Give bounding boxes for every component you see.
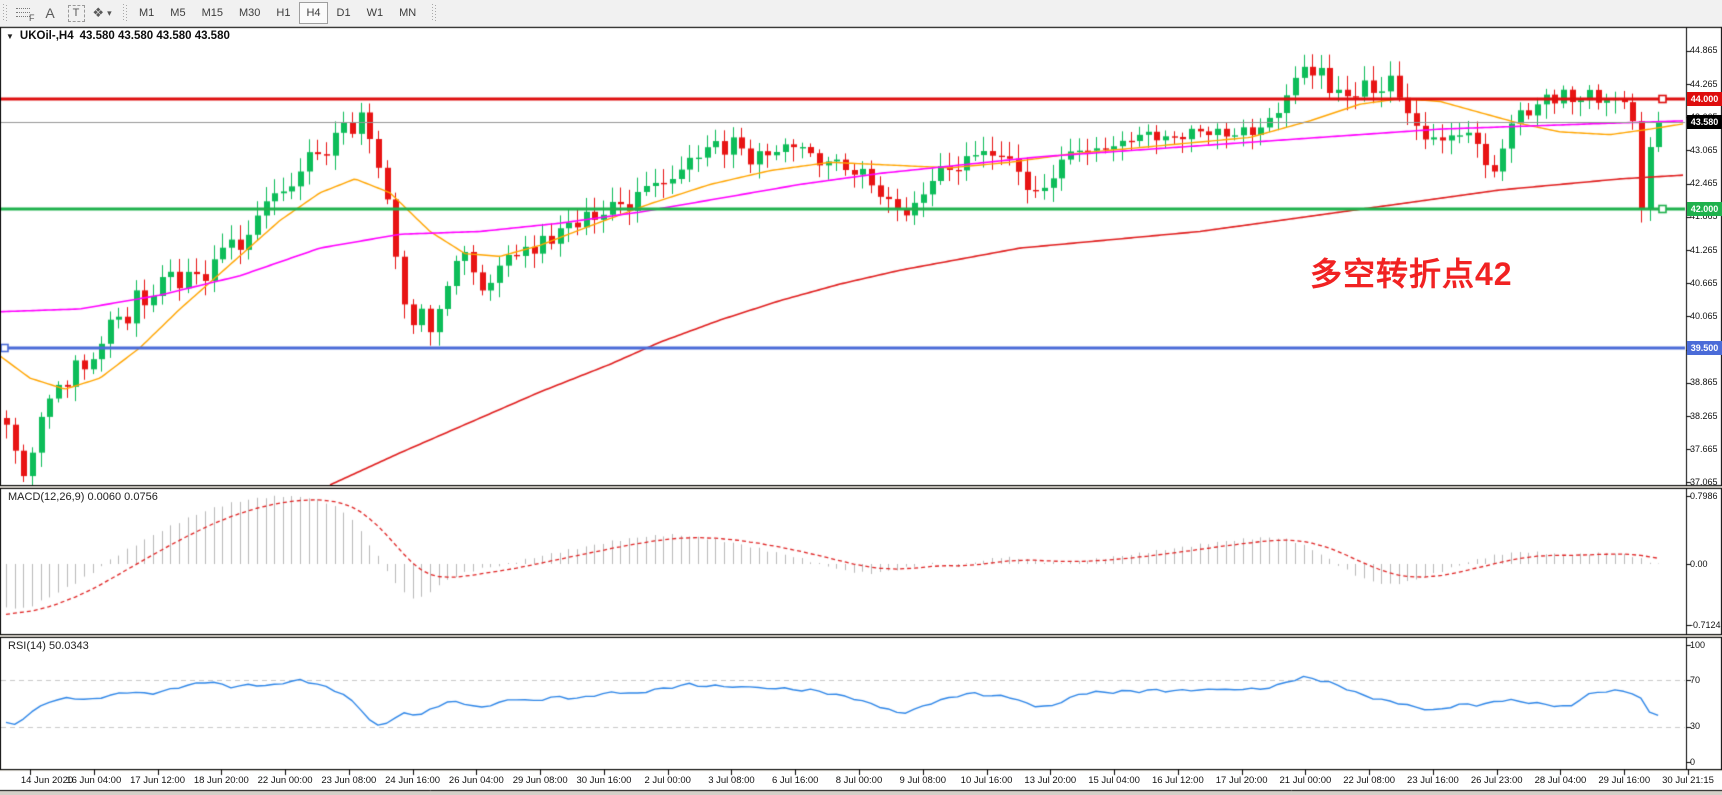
axis-tick-label: 44.265 [1690,78,1718,89]
price-level-box: 39.500 [1687,340,1722,355]
toolbar-grip[interactable] [3,4,8,22]
axis-tick-label: 0 [1690,756,1696,767]
time-tick-label: 24 Jun 16:00 [385,775,441,786]
time-tick-label: 29 Jun 08:00 [512,775,568,786]
time-tick-label: 8 Jul 00:00 [835,775,883,786]
time-tick-label: 6 Jul 16:00 [771,775,819,786]
timeframe-button-MN[interactable]: MN [399,7,417,19]
timeframe-button-W1[interactable]: W1 [366,7,384,19]
axis-tick-label: 38.865 [1690,377,1718,388]
axis-tick-label: 41.265 [1690,244,1718,255]
time-tick-label: 2 Jul 00:00 [644,775,691,786]
axis-tick-label: 70 [1690,674,1701,685]
time-tick-label: 29 Jul 16:00 [1598,775,1651,786]
time-tick-label: 16 Jul 12:00 [1151,775,1204,786]
ohlc-values: 43.580 43.580 43.580 43.580 [79,30,230,42]
time-tick-label: 15 Jul 04:00 [1088,775,1140,786]
collapse-arrow-icon[interactable]: ▼ [6,31,14,41]
axis-tick-label: 37.665 [1690,443,1718,454]
axis-tick-label: 40.065 [1690,310,1718,321]
toolbar-grip[interactable] [123,4,128,22]
axis-tick-label: 40.665 [1690,277,1718,288]
time-tick-label: 22 Jun 00:00 [257,775,313,786]
time-tick-label: 21 Jul 00:00 [1279,775,1332,786]
time-tick-label: 30 Jun 16:00 [576,775,632,786]
axis-tick-label: 44.865 [1690,45,1718,56]
timeframe-button-D1[interactable]: D1 [336,7,351,19]
timeframe-button-H4[interactable]: H4 [299,2,328,24]
time-tick-label: 28 Jul 04:00 [1534,775,1587,786]
toolbar-grip[interactable] [432,4,438,22]
price-level-box: 43.580 [1687,114,1722,129]
chart-annotation[interactable]: 多空转折点42 [1310,256,1513,292]
time-tick-label: 23 Jul 16:00 [1407,775,1459,786]
axis-tick-label: 38.265 [1690,410,1718,421]
time-tick-label: 3 Jul 08:00 [708,775,755,786]
symbol-period-label: UKOil-,H4 [19,30,74,42]
price-level-box: 44.000 [1687,91,1722,106]
time-tick-label: 23 Jun 08:00 [321,775,377,786]
timeframe-button-M15[interactable]: M15 [201,7,223,19]
time-tick-label: 26 Jul 23:00 [1470,775,1523,786]
top-toolbar: F A T ❖ ▾ M1 M5 M15 M30 H1 H4 D1 W1 MN [0,0,1722,27]
time-tick-label: 10 Jul 16:00 [960,775,1013,786]
timeframe-button-H1[interactable]: H1 [276,7,291,19]
time-tick-label: 17 Jul 20:00 [1215,775,1268,786]
timeframe-button-M5[interactable]: M5 [170,7,186,19]
timeframe-toolbar: M1 M5 M15 M30 H1 H4 D1 W1 MN [131,2,424,24]
axis-tick-label: 0.7986 [1690,490,1718,501]
time-tick-label: 17 Jun 12:00 [130,775,185,786]
time-tick-label: 30 Jul 21:15 [1662,775,1714,786]
timeframe-button-M1[interactable]: M1 [139,7,155,19]
axis-tick-label: 43.065 [1690,144,1718,155]
axis-tick-label: -0.7124 [1690,619,1721,630]
axis-tick-label: 30 [1690,721,1701,732]
axis-tick-label: 42.465 [1690,178,1718,189]
time-tick-label: 18 Jun 20:00 [193,775,249,786]
time-tick-label: 22 Jul 08:00 [1343,775,1396,786]
chevron-down-icon[interactable]: ▾ [107,7,112,18]
time-tick-label: 13 Jul 20:00 [1024,775,1077,786]
axis-tick-label: 100 [1690,639,1706,650]
price-level-box: 42.000 [1687,202,1722,217]
text-label-icon[interactable]: T [64,2,88,24]
time-tick-label: 26 Jun 04:00 [448,775,504,786]
rsi-indicator-label: RSI(14) 50.0343 [8,640,89,652]
arrow-tools-icon[interactable]: ❖ ▾ [92,5,112,20]
timeframe-button-M30[interactable]: M30 [238,7,261,19]
time-tick-label: 16 Jun 04:00 [66,775,122,786]
axis-tick-label: 0.00 [1690,558,1708,569]
text-icon[interactable]: A [45,5,55,21]
axis-tick-label: 37.065 [1690,476,1718,487]
chart-title[interactable]: ▼ UKOil-,H4 43.580 43.580 43.580 43.580 [6,30,230,42]
fibonacci-retracement-icon[interactable]: F [12,2,36,24]
time-tick-label: 9 Jul 08:00 [899,775,946,786]
macd-indicator-label: MACD(12,26,9) 0.0060 0.0756 [8,491,158,503]
time-tick-label: 14 Jun 2020 [20,775,74,786]
